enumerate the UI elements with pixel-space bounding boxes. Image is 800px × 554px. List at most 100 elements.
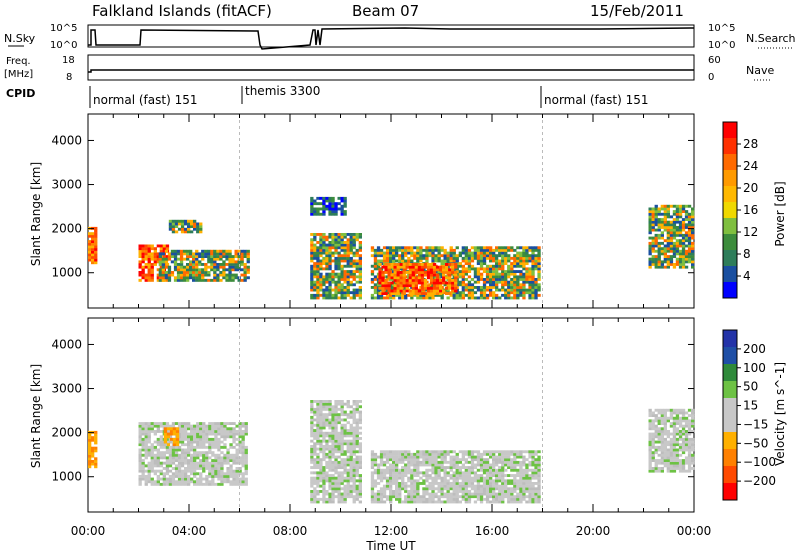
power-echo-cell bbox=[381, 281, 385, 285]
power-echo-cell bbox=[454, 271, 458, 274]
power-echo-cell bbox=[355, 254, 359, 258]
power-echo-cell bbox=[176, 273, 181, 277]
velocity-echo-cell bbox=[410, 492, 414, 496]
power-echo-cell bbox=[516, 270, 520, 273]
velocity-echo-cell bbox=[208, 432, 212, 436]
velocity-echo-cell bbox=[431, 471, 435, 475]
velocity-echo-cell bbox=[150, 448, 154, 452]
power-echo-cell bbox=[402, 281, 406, 285]
power-echo-cell bbox=[343, 275, 347, 279]
power-echo-cell bbox=[340, 270, 344, 273]
velocity-echo-cell bbox=[651, 451, 655, 455]
power-echo-cell bbox=[510, 267, 514, 271]
power-echo-cell bbox=[331, 233, 335, 236]
power-echo-cell bbox=[337, 286, 341, 289]
power-echo-cell bbox=[246, 276, 250, 280]
velocity-echo-cell bbox=[343, 492, 347, 496]
power-echo-cell bbox=[663, 218, 667, 221]
power-echo-cell bbox=[479, 264, 484, 268]
velocity-echo-cell bbox=[473, 455, 478, 459]
power-echo-cell bbox=[358, 254, 362, 258]
power-echo-cell bbox=[174, 230, 179, 234]
velocity-echo-cell bbox=[404, 466, 408, 469]
velocity-echo-cell bbox=[334, 400, 338, 403]
power-echo-cell bbox=[413, 246, 417, 250]
velocity-echo-cell bbox=[211, 443, 215, 447]
velocity-echo-cell bbox=[202, 422, 206, 425]
velocity-echo-cell bbox=[458, 495, 462, 499]
velocity-echo-cell bbox=[482, 497, 487, 501]
power-echo-cell bbox=[422, 288, 426, 292]
power-echo-cell bbox=[495, 259, 499, 263]
power-echo-cell bbox=[349, 241, 353, 244]
power-echo-cell bbox=[479, 246, 484, 250]
velocity-echo-cell bbox=[398, 458, 402, 462]
velocity-echo-cell bbox=[519, 487, 523, 491]
power-echo-cell bbox=[91, 234, 95, 238]
power-echo-cell bbox=[461, 283, 465, 287]
power-echo-cell bbox=[328, 278, 332, 281]
velocity-echo-cell bbox=[337, 415, 341, 419]
power-echo-cell bbox=[525, 288, 529, 292]
velocity-echo-cell bbox=[313, 413, 317, 417]
power-echo-cell bbox=[355, 288, 359, 292]
velocity-echo-cell bbox=[507, 495, 511, 499]
velocity-echo-cell bbox=[651, 440, 655, 444]
power-echo-cell bbox=[675, 257, 680, 261]
power-echo-cell bbox=[352, 288, 356, 292]
power-echo-cell bbox=[370, 280, 375, 284]
power-echo-cell bbox=[179, 260, 184, 264]
power-echo-cell bbox=[153, 260, 157, 264]
velocity-echo-cell bbox=[205, 432, 209, 436]
power-echo-cell bbox=[657, 218, 661, 221]
velocity-echo-cell bbox=[660, 443, 664, 447]
power-echo-cell bbox=[167, 278, 172, 282]
velocity-echo-cell bbox=[458, 460, 462, 464]
power-echo-cell bbox=[399, 284, 403, 288]
velocity-echo-cell bbox=[443, 474, 447, 477]
velocity-echo-cell bbox=[513, 455, 517, 459]
velocity-echo-cell bbox=[168, 482, 173, 486]
power-echo-cell bbox=[537, 286, 541, 289]
velocity-echo-cell bbox=[150, 461, 154, 465]
power-echo-cell bbox=[370, 286, 375, 289]
velocity-echo-cell bbox=[407, 484, 411, 488]
power-echo-cell bbox=[519, 256, 523, 260]
velocity-echo-cell bbox=[177, 464, 182, 468]
velocity-echo-cell bbox=[331, 484, 335, 488]
velocity-echo-cell bbox=[91, 462, 95, 466]
power-echo-cell bbox=[393, 276, 397, 280]
velocity-echo-cell bbox=[410, 455, 414, 459]
velocity-echo-cell bbox=[510, 466, 514, 469]
velocity-echo-cell bbox=[528, 497, 532, 501]
power-echo-cell bbox=[489, 267, 493, 271]
velocity-echo-cell bbox=[355, 495, 359, 499]
power-echo-cell bbox=[398, 259, 402, 263]
power-echo-cell bbox=[177, 222, 182, 226]
power-echo-cell bbox=[407, 256, 411, 260]
velocity-echo-cell bbox=[495, 495, 499, 499]
velocity-echo-cell bbox=[666, 419, 670, 423]
velocity-echo-cell bbox=[407, 460, 411, 464]
power-echo-cell bbox=[672, 265, 677, 269]
power-echo-cell bbox=[660, 236, 664, 240]
power-echo-cell bbox=[331, 293, 335, 297]
velocity-echo-cell bbox=[413, 474, 417, 477]
power-echo-cell bbox=[399, 286, 403, 290]
velocity-echo-cell bbox=[190, 456, 194, 460]
power-echo-cell bbox=[489, 278, 493, 281]
velocity-echo-cell bbox=[319, 439, 323, 443]
velocity-echo-cell bbox=[328, 407, 332, 411]
velocity-echo-cell bbox=[171, 451, 176, 455]
nsky-frame bbox=[87, 24, 695, 48]
power-echo-cell bbox=[675, 260, 680, 264]
velocity-echo-cell bbox=[519, 484, 523, 488]
power-echo-cell bbox=[435, 286, 440, 290]
velocity-echo-cell bbox=[334, 466, 338, 469]
power-echo-cell bbox=[228, 257, 232, 261]
velocity-echo-cell bbox=[184, 477, 188, 481]
power-echo-cell bbox=[654, 260, 658, 264]
velocity-echo-cell bbox=[358, 455, 362, 459]
velocity-echo-cell bbox=[171, 467, 176, 470]
power-echo-cell bbox=[392, 293, 396, 297]
